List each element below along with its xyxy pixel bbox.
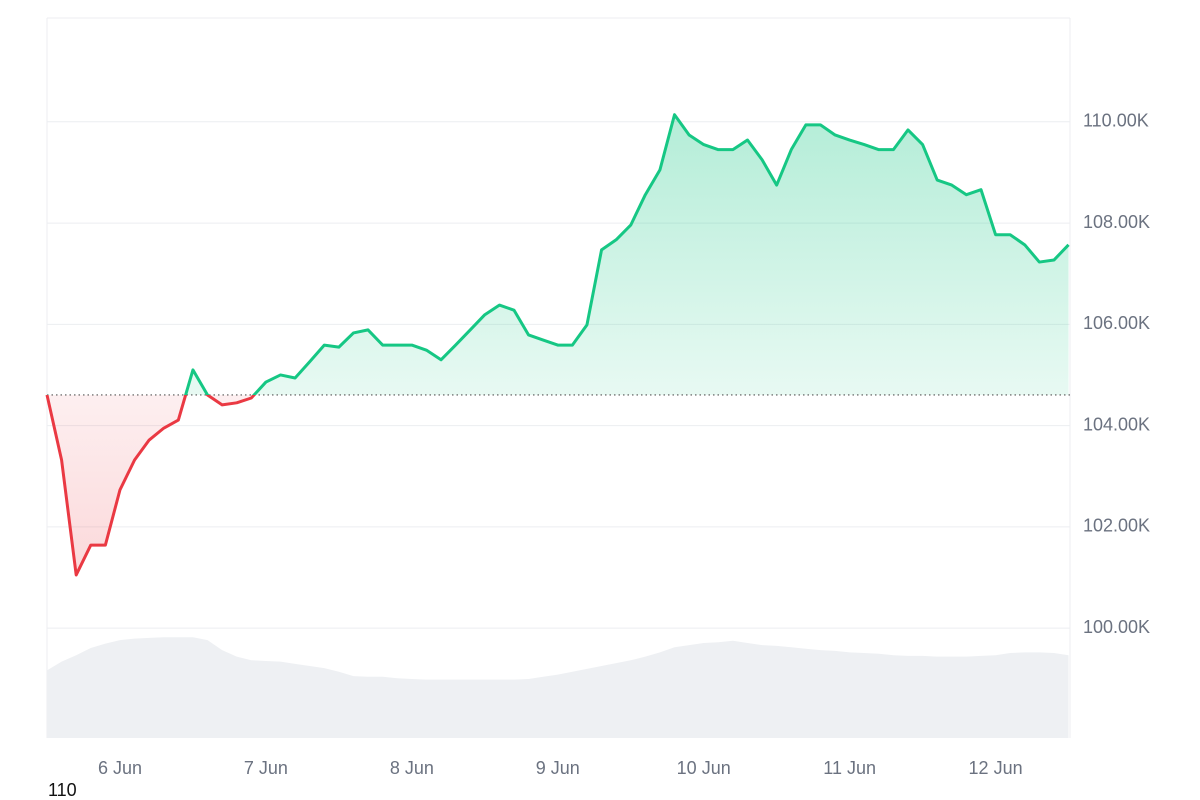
x-tick-label: 8 Jun	[390, 758, 434, 778]
x-tick-label: 12 Jun	[969, 758, 1023, 778]
y-tick-label: 102.00K	[1083, 516, 1150, 536]
x-tick-label: 10 Jun	[677, 758, 731, 778]
x-tick-label: 11 Jun	[823, 758, 876, 778]
price-area	[47, 114, 1069, 575]
y-tick-label: 108.00K	[1083, 212, 1150, 232]
price-line	[45, 113, 1070, 577]
x-tick-label: 6 Jun	[98, 758, 142, 778]
volume-area	[47, 637, 1069, 738]
y-tick-label: 104.00K	[1083, 414, 1150, 434]
y-tick-label: 100.00K	[1083, 617, 1150, 637]
y-tick-label: 110.00K	[1083, 111, 1149, 131]
y-tick-label: 106.00K	[1083, 313, 1150, 333]
x-tick-label: 7 Jun	[244, 758, 288, 778]
annotation: 110	[48, 780, 77, 800]
x-tick-label: 9 Jun	[536, 758, 580, 778]
